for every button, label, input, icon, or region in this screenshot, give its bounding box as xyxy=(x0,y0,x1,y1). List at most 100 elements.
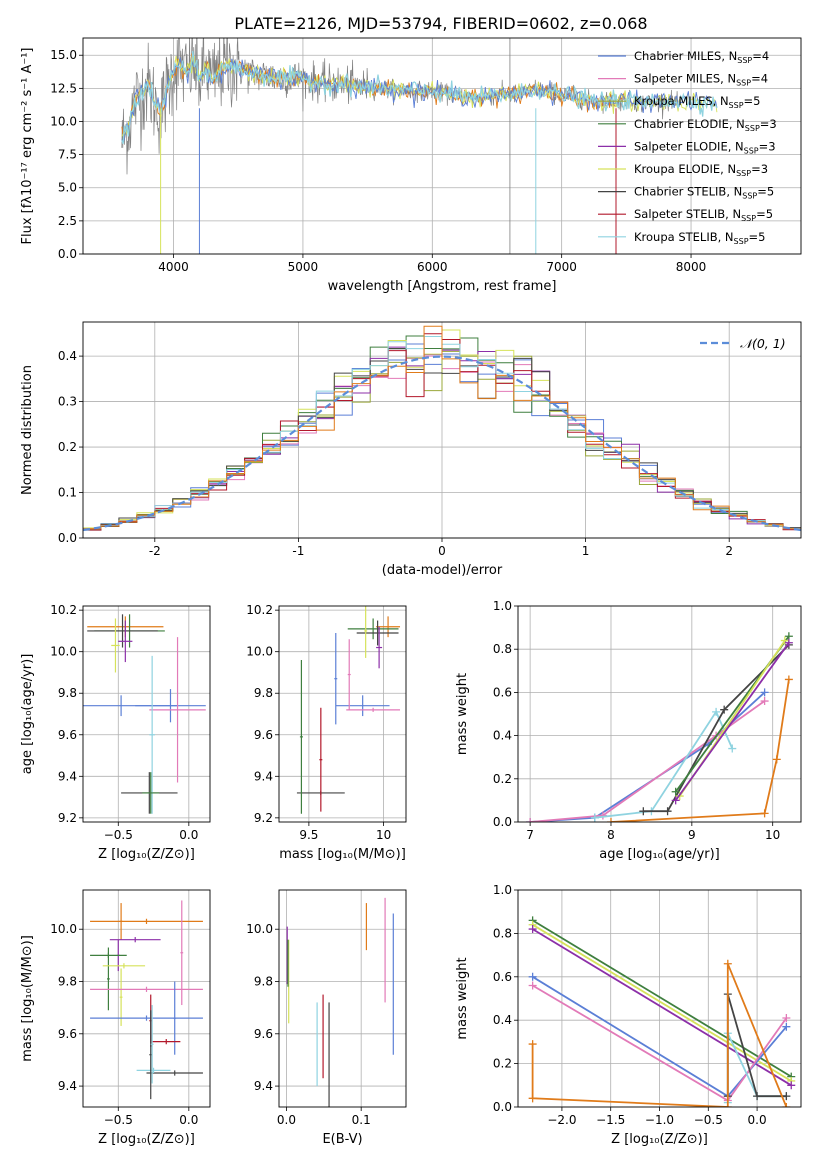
x-tick-label: −0.5 xyxy=(104,828,133,842)
weight-line xyxy=(643,644,790,813)
y-tick-label: 9.4 xyxy=(58,769,77,783)
legend-label: Chabrier STELIB, NSSP=5 xyxy=(634,185,774,201)
y-tick-label: 0.0 xyxy=(493,815,512,829)
x-tick-label: 6000 xyxy=(417,260,448,274)
axes-weight-vs-age: 7 8 9 10 0.0 0.2 0.4 0.6 0.8 1.0 age [log₁₀(age/yr… xyxy=(455,599,802,862)
weight-line xyxy=(674,642,790,801)
y-tick-label: 0.0 xyxy=(493,1100,512,1114)
y-tick-label: 9.8 xyxy=(254,975,273,989)
model-spectrum xyxy=(121,52,718,137)
legend-label: Kroupa MILES, NSSP=5 xyxy=(634,94,760,110)
legend-label: Kroupa ELODIE, NSSP=3 xyxy=(634,162,768,178)
y-tick-label: 10.0 xyxy=(246,922,273,936)
y-tick-label: 0.2 xyxy=(493,1057,512,1071)
x-tick-label: 0.0 xyxy=(179,1113,198,1127)
y-tick-label: 0.4 xyxy=(493,729,512,743)
y-tick-label: 0.4 xyxy=(58,349,77,363)
plot-area xyxy=(83,325,801,532)
weight-line xyxy=(531,963,788,1107)
plus-marker xyxy=(528,981,537,990)
y-tick-label: 9.6 xyxy=(58,728,77,742)
plus-marker xyxy=(590,813,599,822)
x-tick-label: 4000 xyxy=(158,260,189,274)
legend-label: Chabrier ELODIE, NSSP=3 xyxy=(634,117,777,133)
axes-frame xyxy=(517,605,802,823)
plot-area xyxy=(528,916,796,1107)
legend-label: Salpeter ELODIE, NSSP=3 xyxy=(634,139,776,155)
x-tick-label: 0.0 xyxy=(748,1113,767,1127)
y-tick-label: 10.0 xyxy=(50,922,77,936)
x-axis-label: wavelength [Angstrom, rest frame] xyxy=(328,279,557,294)
x-tick-label: 9.5 xyxy=(299,828,318,842)
plus-marker xyxy=(784,638,793,647)
x-tick-label: 8 xyxy=(607,828,615,842)
plus-marker xyxy=(760,688,769,697)
y-tick-label: 0.8 xyxy=(493,642,512,656)
plus-marker xyxy=(787,1081,796,1090)
plot-area xyxy=(286,897,394,1107)
axes-frame xyxy=(278,605,407,823)
x-tick-label: 0 xyxy=(438,544,446,558)
plus-marker xyxy=(671,787,680,796)
plus-marker xyxy=(639,807,648,816)
y-tick-label: 10.0 xyxy=(50,114,77,128)
y-tick-label: 10.2 xyxy=(50,603,77,617)
y-tick-label: 10.0 xyxy=(246,645,273,659)
plus-marker xyxy=(753,1092,762,1101)
y-tick-label: 0.0 xyxy=(58,247,77,261)
y-tick-label: 0.8 xyxy=(493,926,512,940)
y-tick-label: 9.2 xyxy=(58,811,77,825)
axes-mass-vs-ebv: 0.0 0.1 9.4 9.6 9.8 10.0 E(B-V) xyxy=(246,889,407,1147)
x-tick-label: 7000 xyxy=(546,260,577,274)
plus-marker xyxy=(712,707,721,716)
plus-marker xyxy=(723,959,732,968)
y-tick-label: 0.2 xyxy=(493,772,512,786)
y-tick-label: 9.4 xyxy=(254,769,273,783)
x-axis-label: mass [log₁₀(M/M⊙)] xyxy=(279,847,406,862)
y-axis-label: mass [log₁₀(M/M⊙)] xyxy=(20,935,35,1062)
axes-residuals: -2 -1 0 1 2 0.0 0.1 0.2 0.3 0.4 (data-model)/error… xyxy=(20,321,802,578)
x-tick-label: 0.0 xyxy=(179,828,198,842)
axes-age-vs-Z: −0.5 0.0 9.2 9.4 9.6 9.8 10.0 10.2 Z [log₁₀(Z/Z⊙… xyxy=(20,603,211,862)
y-tick-label: 0.0 xyxy=(58,531,77,545)
weight-line xyxy=(530,691,766,822)
axes-spectrum: 4000 5000 6000 7000 8000 0.0 2.5 5.0 7.5 10.0 12.5… xyxy=(20,37,802,294)
y-tick-label: 9.6 xyxy=(254,1027,273,1041)
y-tick-label: 7.5 xyxy=(58,148,77,162)
x-tick-label: 9 xyxy=(688,828,696,842)
weight-line xyxy=(532,928,792,1087)
histogram-step xyxy=(83,325,801,530)
y-axis-label: Flux [fλ10⁻¹⁷ erg cm⁻² s⁻¹ A⁻¹] xyxy=(20,48,35,245)
plus-marker xyxy=(663,807,672,816)
x-tick-label: -1 xyxy=(292,544,304,558)
axes-frame xyxy=(278,889,407,1108)
x-axis-label: Z [log₁₀(Z/Z⊙)] xyxy=(611,1132,708,1147)
x-tick-label: 0.0 xyxy=(277,1113,296,1127)
legend-label: Salpeter STELIB, NSSP=5 xyxy=(634,207,773,223)
y-axis-label: age [log₁₀(age/yr)] xyxy=(20,654,35,775)
y-tick-label: 0.4 xyxy=(493,1013,512,1027)
y-tick-label: 0.1 xyxy=(58,486,77,500)
plus-marker xyxy=(598,811,607,820)
y-tick-label: 0.3 xyxy=(58,395,77,409)
y-tick-label: 9.8 xyxy=(254,686,273,700)
x-tick-label: 2 xyxy=(725,544,733,558)
plus-marker xyxy=(606,818,615,822)
y-tick-label: 5.0 xyxy=(58,181,77,195)
y-tick-label: 9.6 xyxy=(254,728,273,742)
axes-frame xyxy=(82,889,211,1108)
x-axis-label: Z [log₁₀(Z/Z⊙)] xyxy=(98,1132,195,1147)
y-axis-label: Normed distribution xyxy=(20,365,35,495)
y-axis-label: mass weight xyxy=(455,957,470,1039)
x-tick-label: −0.5 xyxy=(104,1113,133,1127)
y-tick-label: 9.8 xyxy=(58,686,77,700)
plus-marker xyxy=(528,925,537,934)
axes-frame xyxy=(517,889,802,1108)
x-tick-label: 1 xyxy=(582,544,590,558)
plus-marker xyxy=(720,705,729,714)
y-axis-label: mass weight xyxy=(455,673,470,755)
plus-marker xyxy=(528,1040,537,1049)
x-tick-label: 7 xyxy=(526,828,534,842)
y-tick-label: 2.5 xyxy=(58,214,77,228)
